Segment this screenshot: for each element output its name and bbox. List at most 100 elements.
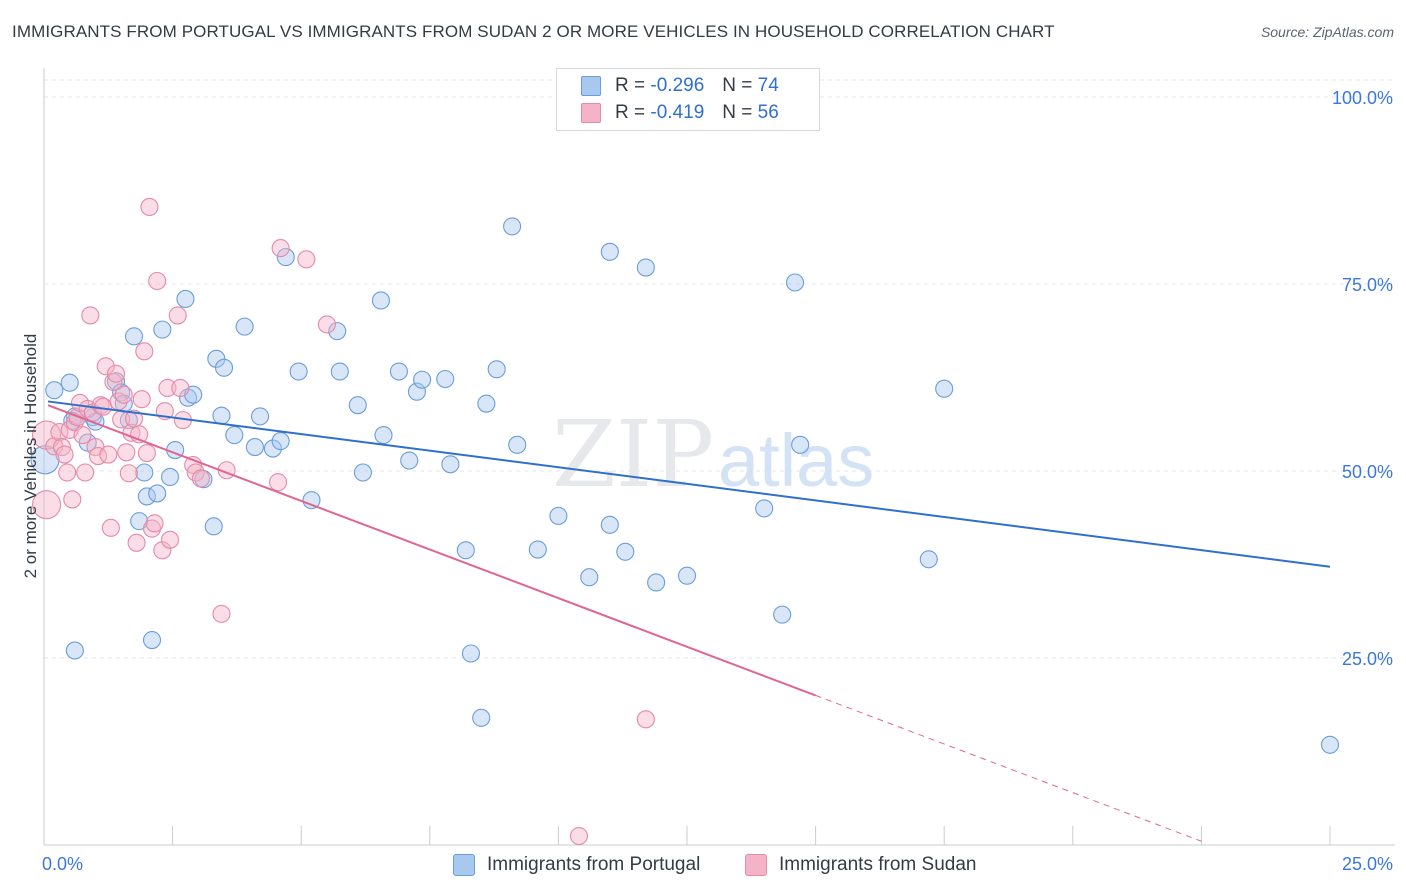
portugal-point bbox=[456, 541, 475, 560]
portugal-point bbox=[124, 327, 144, 346]
sudan-point bbox=[137, 443, 156, 463]
legend-n-value: 74 bbox=[757, 75, 779, 96]
correlation-legend: R = -0.296 N = 74 R = -0.419 N = 56 bbox=[556, 68, 820, 131]
sudan-point bbox=[142, 519, 162, 538]
watermark-zip: ZIP bbox=[552, 401, 714, 508]
sudan-point bbox=[119, 464, 138, 483]
legend-n-label: N = bbox=[722, 102, 753, 123]
portugal-point bbox=[371, 291, 390, 310]
y-tick-label: 100.0% bbox=[1332, 88, 1393, 108]
y-tick-label: 25.0% bbox=[1342, 649, 1393, 669]
sudan-point bbox=[101, 518, 120, 537]
portugal-point bbox=[214, 358, 234, 377]
legend-row-portugal: R = -0.296 N = 74 bbox=[581, 74, 779, 98]
sudan-point bbox=[135, 342, 154, 361]
sudan-point bbox=[52, 438, 72, 457]
portugal-point bbox=[235, 317, 254, 336]
portugal-point bbox=[245, 438, 264, 457]
portugal-point bbox=[487, 360, 506, 379]
x-tick-label: 25.0% bbox=[1342, 854, 1393, 874]
portugal-point bbox=[677, 566, 697, 585]
legend-r-value: -0.296 bbox=[650, 75, 705, 96]
portugal-point bbox=[276, 248, 295, 267]
sudan-point bbox=[73, 426, 92, 445]
portugal-point bbox=[580, 568, 599, 587]
portugal-point bbox=[153, 320, 172, 339]
series-swatch-portugal bbox=[453, 854, 475, 876]
grid-lines bbox=[44, 79, 1395, 659]
portugal-point bbox=[30, 445, 60, 475]
portugal-point bbox=[441, 455, 460, 474]
portugal-point bbox=[919, 550, 938, 569]
watermark-atlas: atlas bbox=[718, 419, 874, 502]
sudan-point bbox=[191, 469, 210, 488]
legend-swatch-portugal bbox=[581, 76, 601, 96]
series-legend-portugal: Immigrants from Portugal bbox=[453, 852, 700, 878]
sudan-point bbox=[269, 473, 288, 492]
y-tick-label: 75.0% bbox=[1342, 275, 1393, 295]
sudan-point bbox=[160, 530, 180, 549]
portugal-point bbox=[178, 388, 198, 407]
sudan-point bbox=[114, 385, 133, 404]
legend-swatch-sudan bbox=[581, 103, 601, 123]
portugal-point bbox=[137, 487, 156, 506]
tick-labels: 100.0% 75.0% 50.0% 25.0% 0.0% 25.0% bbox=[42, 88, 1393, 874]
sudan-point bbox=[63, 490, 82, 509]
sudan-point bbox=[158, 378, 177, 398]
portugal-point bbox=[1320, 735, 1340, 754]
portugal-point bbox=[600, 242, 619, 261]
sudan-point bbox=[153, 541, 172, 560]
sudan-point bbox=[171, 378, 190, 398]
portugal-point bbox=[503, 217, 522, 236]
portugal-point bbox=[935, 379, 954, 398]
sudan-point bbox=[99, 445, 118, 464]
portugal-point bbox=[791, 435, 810, 454]
portugal-point bbox=[413, 370, 432, 389]
sudan-point bbox=[76, 463, 95, 482]
portugal-point bbox=[176, 289, 195, 309]
sudan-point bbox=[317, 315, 336, 334]
sudan-point bbox=[58, 463, 77, 482]
portugal-point bbox=[65, 641, 84, 660]
sudan-point bbox=[55, 445, 74, 464]
sudan-point bbox=[32, 490, 62, 520]
sudan-trend-extension bbox=[815, 694, 1202, 842]
watermark: ZIP atlas bbox=[552, 401, 874, 508]
y-tick-label: 50.0% bbox=[1342, 462, 1393, 482]
sudan-point bbox=[297, 250, 316, 269]
portugal-point bbox=[407, 382, 426, 401]
trend-lines bbox=[47, 400, 1331, 842]
legend-row-sudan: R = -0.419 N = 56 bbox=[581, 101, 779, 125]
portugal-point bbox=[374, 426, 393, 445]
series-label-portugal: Immigrants from Portugal bbox=[487, 854, 701, 875]
portugal-point bbox=[135, 463, 154, 482]
sudan-point bbox=[271, 239, 290, 258]
portugal-point bbox=[785, 273, 805, 292]
portugal-point bbox=[773, 605, 792, 624]
portugal-point bbox=[477, 394, 496, 413]
sudan-point bbox=[106, 364, 126, 383]
portugal-point bbox=[528, 540, 547, 559]
legend-n-value: 56 bbox=[757, 102, 779, 123]
sudan-point bbox=[117, 443, 136, 462]
portugal-point bbox=[45, 381, 64, 400]
portugal-point bbox=[271, 432, 290, 451]
portugal-point bbox=[263, 439, 282, 458]
series-legend-sudan: Immigrants from Sudan bbox=[745, 852, 976, 878]
y-axis-label: 2 or more Vehicles in Household bbox=[21, 333, 40, 579]
portugal-point bbox=[289, 362, 308, 381]
sudan-trend-line bbox=[47, 404, 816, 697]
portugal-point bbox=[348, 396, 367, 415]
portugal-point bbox=[389, 362, 408, 381]
data-points bbox=[30, 197, 1340, 846]
portugal-point bbox=[461, 644, 481, 663]
sudan-point bbox=[94, 397, 113, 416]
sudan-point bbox=[96, 357, 115, 376]
sudan-point bbox=[636, 710, 655, 729]
portugal-point bbox=[204, 517, 223, 536]
sudan-point bbox=[148, 271, 167, 291]
sudan-point bbox=[145, 514, 164, 533]
sudan-point bbox=[212, 604, 231, 623]
portugal-point bbox=[600, 515, 619, 534]
portugal-point bbox=[436, 369, 455, 389]
